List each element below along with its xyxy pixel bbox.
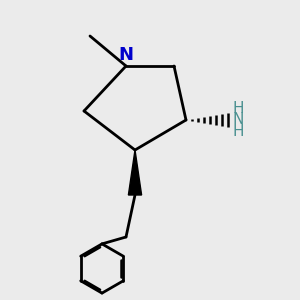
Text: N: N bbox=[233, 112, 244, 128]
Text: H: H bbox=[233, 101, 244, 116]
Text: N: N bbox=[118, 46, 134, 64]
Text: H: H bbox=[233, 124, 244, 139]
Polygon shape bbox=[128, 150, 142, 195]
